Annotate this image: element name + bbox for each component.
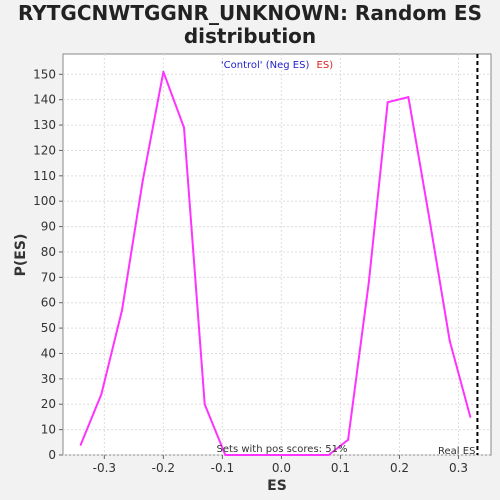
y-tick-label: 60 (41, 296, 56, 310)
y-tick-label: 30 (41, 372, 56, 386)
data-point (79, 443, 82, 446)
data-point (428, 215, 431, 218)
y-tick-label: 100 (33, 194, 56, 208)
y-tick-label: 20 (41, 397, 56, 411)
legend: 'Control' (Neg ES) ES) (221, 60, 333, 71)
plot-area (62, 53, 492, 456)
annotation-layer: Real ES (438, 54, 479, 457)
x-tick-label: -0.3 (93, 461, 116, 475)
x-tick-label: 0.1 (331, 461, 350, 475)
y-tick-label: 70 (41, 270, 56, 284)
x-tick-label: -0.2 (152, 461, 175, 475)
pos-score-annotation: Sets with pos scores: 51% (217, 444, 348, 455)
chart-title-line-1: RYTGCNWTGGNR_UNKNOWN: Random ES (18, 1, 482, 25)
x-tick-label: 0.2 (390, 461, 409, 475)
data-point (407, 96, 410, 99)
data-point (141, 179, 144, 182)
legend-item-control: 'Control' (Neg ES) (221, 60, 310, 71)
y-tick-label: 140 (33, 93, 56, 107)
data-point (121, 309, 124, 312)
data-point (367, 281, 370, 284)
data-point (100, 393, 103, 396)
chart-title: RYTGCNWTGGNR_UNKNOWN: Random ES distribu… (0, 2, 500, 48)
series-line (79, 70, 472, 456)
data-point (203, 403, 206, 406)
data-point (386, 101, 389, 104)
data-point (306, 454, 309, 456)
x-tick-label: 0.0 (272, 461, 291, 475)
legend-item-es: ES) (317, 60, 334, 71)
axes: 0 10 20 30 40 50 60 70 80 90 100 110 120 130 140 150 -0.… (33, 67, 468, 475)
y-tick-label: 150 (33, 67, 56, 81)
data-point (469, 415, 472, 418)
y-tick-label: 110 (33, 169, 56, 183)
chart-title-line-2: distribution (183, 24, 317, 48)
y-tick-label: 40 (41, 346, 56, 360)
real-es-label: Real ES (438, 446, 475, 457)
x-axis-label: ES (267, 478, 287, 494)
y-tick-label: 90 (41, 220, 56, 234)
data-point (162, 70, 165, 73)
x-tick-label: -0.1 (211, 461, 234, 475)
data-point (224, 454, 227, 456)
series-layer (79, 70, 472, 456)
data-point (245, 454, 248, 456)
y-tick-label: 0 (48, 448, 56, 462)
x-tick-label: 0.3 (449, 461, 468, 475)
y-tick-label: 80 (41, 245, 56, 259)
data-point (448, 339, 451, 342)
data-point (183, 126, 186, 129)
y-tick-label: 120 (33, 143, 56, 157)
y-tick-label: 10 (41, 423, 56, 437)
grid (63, 54, 491, 456)
y-tick-label: 130 (33, 118, 56, 132)
data-point (347, 438, 350, 441)
y-axis-label: P(ES) (13, 234, 29, 277)
data-point (265, 454, 268, 456)
y-tick-label: 50 (41, 321, 56, 335)
data-point (286, 454, 289, 456)
data-point (327, 454, 330, 456)
